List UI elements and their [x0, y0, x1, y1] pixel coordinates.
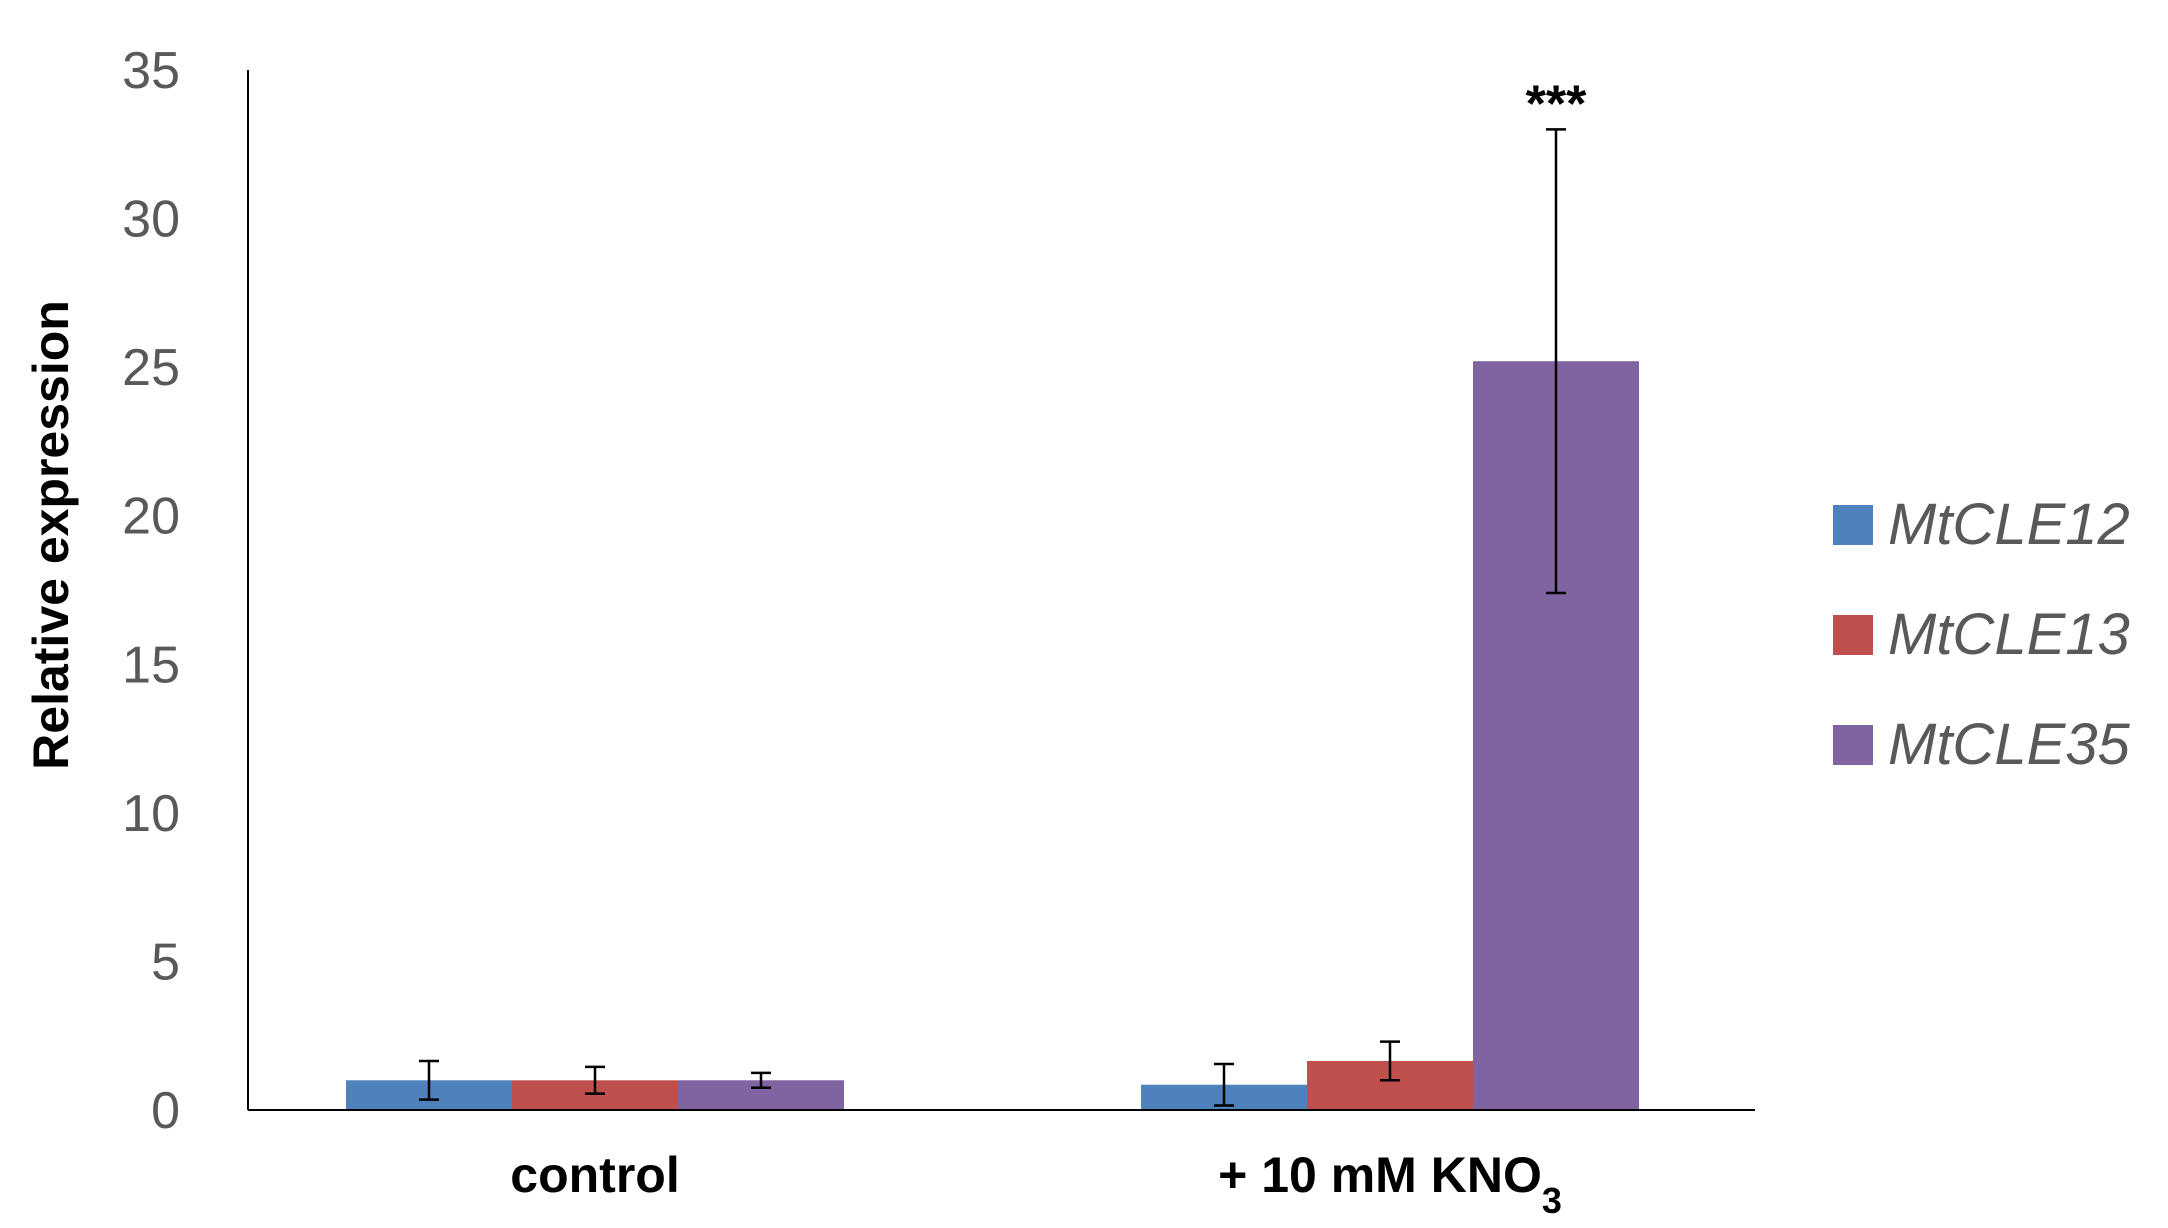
- legend-label: MtCLE13: [1888, 602, 2130, 667]
- legend-label: MtCLE12: [1888, 492, 2130, 557]
- legend-label: MtCLE35: [1888, 712, 2131, 777]
- x-category-label: + 10 mM KNO3: [1218, 1147, 1562, 1221]
- bars: [346, 361, 1639, 1110]
- y-tick-label: 15: [122, 636, 180, 694]
- y-tick-label: 35: [122, 42, 180, 100]
- y-tick-label: 30: [122, 191, 180, 249]
- y-tick-label: 5: [151, 933, 180, 991]
- significance-annotation: ***: [1526, 75, 1587, 133]
- legend-swatch: [1833, 615, 1873, 655]
- x-category-label: control: [510, 1147, 679, 1203]
- annotations: ***: [1526, 75, 1587, 133]
- y-axis-label: Relative expression: [23, 300, 79, 770]
- legend: MtCLE12 MtCLE13 MtCLE35: [1833, 492, 2131, 777]
- legend-swatch: [1833, 725, 1873, 765]
- legend-swatch: [1833, 505, 1873, 545]
- y-tick-label: 20: [122, 488, 180, 546]
- y-tick-label: 25: [122, 339, 180, 397]
- x-axis: control + 10 mM KNO3: [248, 1109, 1755, 1221]
- y-tick-label: 10: [122, 785, 180, 843]
- y-axis: 0 5 10 15 20 25 30 35: [122, 42, 249, 1140]
- y-tick-label: 0: [151, 1082, 180, 1140]
- error-bars: [419, 128, 1566, 1107]
